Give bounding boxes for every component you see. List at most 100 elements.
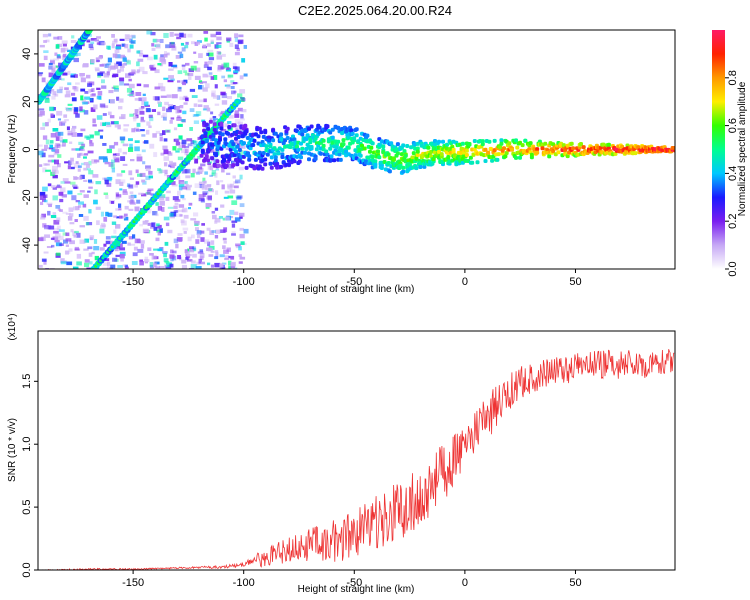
- spectrogram-noise-cell: [75, 148, 81, 151]
- spectrogram-noise-cell: [182, 198, 186, 201]
- spectrogram-noise-cell: [212, 95, 219, 99]
- spectrogram-noise-cell: [151, 43, 155, 47]
- spectrogram-noise-cell: [96, 87, 101, 90]
- spectrogram-noise-cell: [81, 98, 86, 104]
- spectrogram-noise-cell: [88, 186, 93, 189]
- spectrogram-band-cell: [280, 147, 285, 152]
- spectrogram-line-core: [235, 100, 239, 104]
- spectrogram-band-cell: [305, 133, 310, 138]
- spectrogram-noise-cell: [221, 93, 228, 99]
- spectrogram-noise-cell: [240, 241, 245, 245]
- spectrogram-noise-cell: [173, 238, 179, 244]
- spectrogram-noise-cell: [148, 170, 153, 175]
- spectrogram-noise-cell: [243, 228, 249, 234]
- colorbar-tick-label: 0.4: [727, 166, 739, 181]
- spectrogram-noise-cell: [147, 56, 153, 61]
- spectrogram-band-cell: [219, 121, 224, 126]
- spectrogram-x-tick-label: -100: [233, 276, 255, 288]
- spectrogram-noise-cell: [52, 236, 59, 241]
- spectrogram-noise-cell: [108, 111, 112, 116]
- spectrogram-noise-cell: [68, 207, 74, 212]
- spectrogram-noise-cell: [167, 104, 174, 108]
- spectrogram-noise-cell: [173, 127, 178, 131]
- spectrogram-noise-cell: [116, 96, 120, 101]
- spectrogram-band-cell: [271, 138, 276, 143]
- spectrogram-noise-cell: [177, 148, 182, 151]
- spectrogram-noise-cell: [119, 243, 123, 248]
- spectrogram-noise-cell: [66, 108, 72, 112]
- spectrogram-noise-cell: [177, 109, 182, 113]
- spectrogram-noise-cell: [111, 221, 117, 225]
- spectrogram-noise-cell: [179, 53, 184, 59]
- spectrogram-noise-cell: [205, 83, 210, 89]
- spectrogram-noise-cell: [106, 182, 112, 187]
- spectrogram-noise-cell: [43, 259, 47, 265]
- spectrogram-noise-cell: [55, 242, 62, 247]
- spectrogram-noise-cell: [170, 164, 175, 169]
- colorbar-tick-label: 0.0: [727, 261, 739, 276]
- spectrogram-noise-cell: [55, 44, 60, 49]
- spectrogram-noise-cell: [223, 79, 228, 83]
- spectrogram-noise-cell: [47, 118, 51, 123]
- spectrogram-noise-cell: [212, 214, 217, 220]
- spectrogram-noise-cell: [115, 254, 120, 257]
- spectrogram-noise-cell: [239, 212, 245, 217]
- spectrogram-noise-cell: [136, 199, 141, 204]
- spectrogram-noise-cell: [188, 202, 193, 206]
- spectrogram-noise-cell: [174, 33, 180, 36]
- spectrogram-noise-cell: [216, 55, 223, 60]
- spectrogram-noise-cell: [184, 72, 190, 76]
- spectrogram-noise-cell: [84, 91, 89, 94]
- spectrogram-noise-cell: [218, 114, 223, 117]
- spectrogram-noise-cell: [184, 152, 188, 156]
- spectrogram-noise-cell: [163, 156, 170, 161]
- spectrogram-noise-cell: [231, 231, 236, 235]
- spectrogram-noise-cell: [101, 85, 107, 89]
- spectrogram-noise-cell: [100, 222, 106, 226]
- spectrogram-noise-cell: [187, 253, 192, 257]
- spectrogram-noise-cell: [115, 224, 121, 229]
- spectrogram-noise-cell: [96, 59, 101, 62]
- spectrogram-band-cell: [261, 151, 266, 155]
- spectrogram-noise-cell: [95, 206, 101, 210]
- spectrogram-noise-cell: [129, 191, 134, 195]
- spectrogram-noise-cell: [142, 54, 149, 58]
- spectrogram-band-cell: [314, 147, 319, 152]
- spectrogram-noise-cell: [194, 183, 200, 188]
- spectrogram-noise-cell: [194, 221, 200, 226]
- spectrogram-noise-cell: [122, 143, 129, 147]
- spectrogram-band-cell: [475, 160, 480, 165]
- spectrogram-noise-cell: [211, 92, 215, 97]
- spectrogram-noise-cell: [129, 200, 136, 204]
- spectrogram-noise-cell: [40, 155, 44, 158]
- spectrogram-noise-cell: [96, 36, 101, 39]
- spectrogram-band-cell: [206, 158, 211, 163]
- spectrogram-noise-cell: [154, 86, 161, 90]
- spectrogram-noise-cell: [236, 140, 241, 144]
- spectrogram-noise-cell: [139, 240, 145, 244]
- spectrogram-noise-cell: [206, 75, 213, 78]
- spectrogram-noise-cell: [42, 186, 48, 192]
- spectrogram-noise-cell: [178, 135, 183, 140]
- spectrogram-band-cell: [341, 138, 346, 143]
- spectrogram-band-cell: [415, 149, 420, 154]
- spectrogram-noise-cell: [169, 263, 174, 268]
- spectrogram-noise-cell: [108, 90, 114, 94]
- spectrogram-noise-cell: [167, 206, 174, 209]
- spectrogram-noise-cell: [238, 254, 242, 257]
- spectrogram-noise-cell: [112, 257, 118, 262]
- spectrogram-band-cell: [486, 150, 491, 155]
- spectrogram-noise-cell: [104, 161, 110, 165]
- spectrogram-noise-cell: [119, 188, 123, 191]
- spectrogram-noise-cell: [79, 190, 85, 193]
- spectrogram-noise-cell: [155, 130, 161, 134]
- spectrogram-noise-cell: [88, 170, 94, 175]
- spectrogram-noise-cell: [139, 110, 145, 115]
- spectrogram-noise-cell: [164, 241, 169, 246]
- spectrogram-noise-cell: [227, 195, 234, 199]
- spectrogram-noise-cell: [51, 244, 55, 248]
- spectrogram-band-cell: [296, 147, 301, 152]
- spectrogram-noise-cell: [78, 141, 84, 146]
- spectrogram-noise-cell: [170, 181, 176, 185]
- spectrogram-noise-cell: [208, 52, 214, 57]
